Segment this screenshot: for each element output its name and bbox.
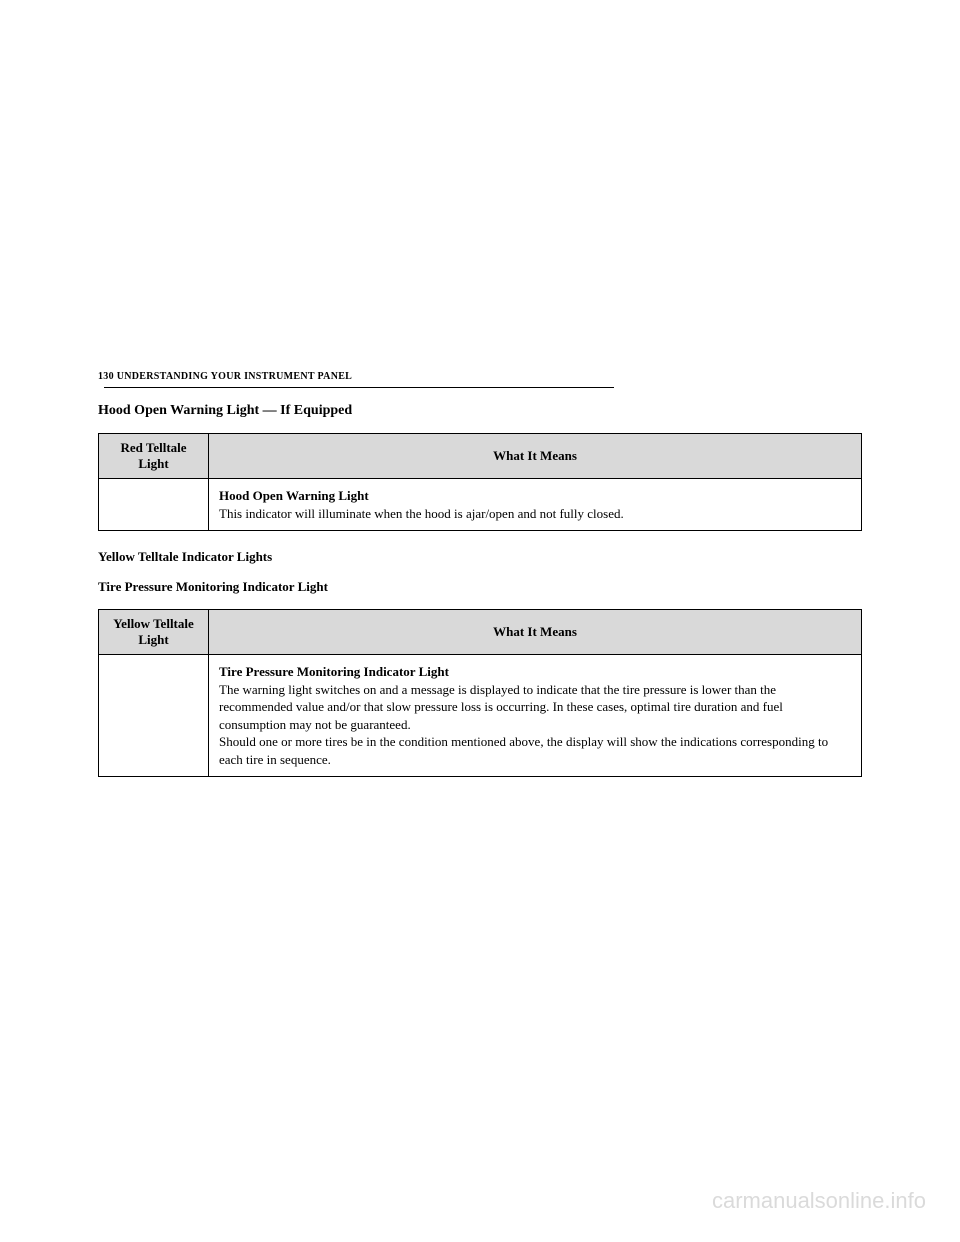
header-rule [104, 387, 614, 388]
icon-cell-hood [99, 479, 209, 531]
header-section: UNDERSTANDING YOUR INSTRUMENT PANEL [117, 371, 352, 382]
icon-cell-tpms [99, 655, 209, 777]
table-row: Tire Pressure Monitoring Indicator Light… [99, 655, 862, 777]
table-row: Yellow Telltale Light What It Means [99, 610, 862, 655]
desc-cell: Hood Open Warning Light This indicator w… [209, 479, 862, 531]
section1-title: Hood Open Warning Light — If Equipped [98, 403, 862, 419]
page-num: 130 [98, 371, 114, 382]
desc-body2: Should one or more tires be in the condi… [219, 734, 828, 767]
col-header-means: What It Means [209, 434, 862, 479]
col-header-means: What It Means [209, 610, 862, 655]
desc-cell: Tire Pressure Monitoring Indicator Light… [209, 655, 862, 777]
subsection-title: Yellow Telltale Indicator Lights [98, 549, 862, 565]
section2-title: Tire Pressure Monitoring Indicator Light [98, 579, 862, 595]
table-tire-pressure: Yellow Telltale Light What It Means Tire… [98, 609, 862, 777]
table-row: Hood Open Warning Light This indicator w… [99, 479, 862, 531]
page-header: 130 UNDERSTANDING YOUR INSTRUMENT PANEL [98, 371, 862, 393]
desc-title: Tire Pressure Monitoring Indicator Light [219, 664, 449, 679]
table-row: Red Telltale Light What It Means [99, 434, 862, 479]
watermark: carmanualsonline.info [712, 1188, 926, 1214]
desc-body: This indicator will illuminate when the … [219, 506, 624, 521]
desc-body1: The warning light switches on and a mess… [219, 682, 783, 732]
desc-title: Hood Open Warning Light [219, 488, 369, 503]
col-header-light: Yellow Telltale Light [99, 610, 209, 655]
col-header-light: Red Telltale Light [99, 434, 209, 479]
table-hood-open: Red Telltale Light What It Means Hood Op… [98, 433, 862, 531]
